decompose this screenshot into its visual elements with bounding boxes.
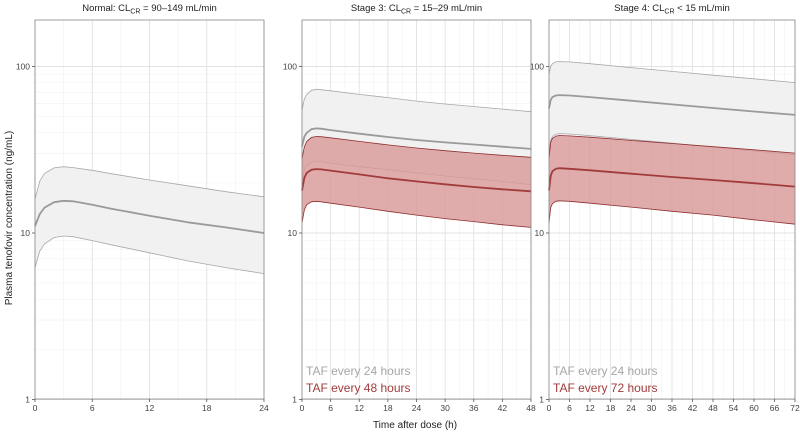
x-tick-label: 0 (300, 403, 305, 413)
y-tick-label: 1 (25, 395, 30, 405)
x-tick-label: 24 (626, 403, 636, 413)
y-axis-title: Plasma tenofovir concentration (ng/mL) (4, 131, 15, 306)
panel-title-prefix: Stage 4: CL (614, 3, 664, 14)
x-tick-label: 66 (770, 403, 780, 413)
panel-title-suffix: = 15–29 mL/min (411, 3, 482, 14)
x-axis-title: Time after dose (h) (373, 420, 457, 431)
x-tick-label: 6 (567, 403, 572, 413)
panel-title-suffix: = 90–149 mL/min (140, 3, 216, 14)
x-tick-label: 18 (606, 403, 616, 413)
band-upper-edge (548, 61, 796, 83)
chart-panel-2: 1 10 100 0 6 12 18 24 30 36 42 48 Stage 3: CLCR = 15… (283, 3, 536, 413)
panel-title-prefix: Normal: CL (82, 3, 130, 14)
x-tick-label: 0 (547, 403, 552, 413)
x-tick-label: 12 (355, 403, 365, 413)
x-tick-label: 0 (33, 403, 38, 413)
y-tick-label: 1 (292, 395, 297, 405)
band-upper-edge (34, 166, 265, 200)
x-tick-label: 24 (412, 403, 422, 413)
panel-title-subscript: CR (664, 9, 674, 16)
y-tick-label: 100 (283, 62, 297, 72)
y-tick-label: 100 (530, 62, 544, 72)
x-tick-label: 6 (328, 403, 333, 413)
x-tick-label: 24 (259, 403, 269, 413)
x-tick-label: 30 (647, 403, 657, 413)
prediction-band-comparison (549, 135, 795, 225)
x-tick-label: 36 (667, 403, 677, 413)
x-tick-label: 54 (729, 403, 739, 413)
median-line-reference (548, 94, 796, 116)
panel-title: Stage 4: CLCR < 15 mL/min (614, 3, 729, 16)
x-tick-label: 30 (440, 403, 450, 413)
y-tick-label: 100 (16, 62, 30, 72)
y-tick-label: 10 (288, 228, 298, 238)
legend-label-comparison: TAF every 48 hours (306, 381, 410, 395)
band-lower-edge (548, 200, 796, 225)
median-line-reference (301, 127, 532, 150)
band-upper-edge (301, 88, 532, 113)
band-upper-edge (548, 135, 796, 159)
x-tick-label: 12 (585, 403, 595, 413)
prediction-band-reference (549, 61, 795, 155)
x-tick-label: 12 (145, 403, 155, 413)
panel-title-suffix: < 15 mL/min (675, 3, 730, 14)
band-lower-edge (34, 235, 265, 274)
chart-panel-1: 1 10 100 0 6 12 18 24 Normal: CLCR = 90–149 mL/m… (16, 3, 269, 413)
x-tick-label: 42 (498, 403, 508, 413)
x-tick-label: 42 (688, 403, 698, 413)
median-line-comparison (548, 167, 796, 191)
y-tick-label: 1 (539, 395, 544, 405)
panel-title: Stage 3: CLCR = 15–29 mL/min (351, 3, 482, 16)
panel-title: Normal: CLCR = 90–149 mL/min (82, 3, 216, 16)
panel-title-prefix: Stage 3: CL (351, 3, 401, 14)
x-tick-label: 48 (708, 403, 718, 413)
panel-title-subscript: CR (130, 9, 140, 16)
y-tick-label: 10 (535, 228, 545, 238)
median-line-reference (34, 199, 265, 234)
band-upper-edge (301, 136, 532, 159)
band-lower-edge (301, 200, 532, 228)
x-tick-label: 36 (469, 403, 479, 413)
median-line-comparison (301, 168, 532, 193)
panel-title-subscript: CR (401, 9, 411, 16)
x-tick-label: 48 (526, 403, 536, 413)
legend-label-reference: TAF every 24 hours (553, 364, 657, 378)
x-tick-label: 18 (202, 403, 212, 413)
x-tick-label: 72 (790, 403, 800, 413)
x-tick-label: 60 (749, 403, 759, 413)
legend-label-reference: TAF every 24 hours (306, 364, 410, 378)
x-tick-label: 18 (383, 403, 393, 413)
prediction-band-reference (35, 166, 264, 274)
chart-panel-3: 1 10 100 0 6 12 18 24 30 36 42 48 54 60 66 72 Stage 4: C… (530, 3, 800, 413)
legend-label-comparison: TAF every 72 hours (553, 381, 657, 395)
x-tick-label: 6 (90, 403, 95, 413)
y-tick-label: 10 (21, 228, 31, 238)
